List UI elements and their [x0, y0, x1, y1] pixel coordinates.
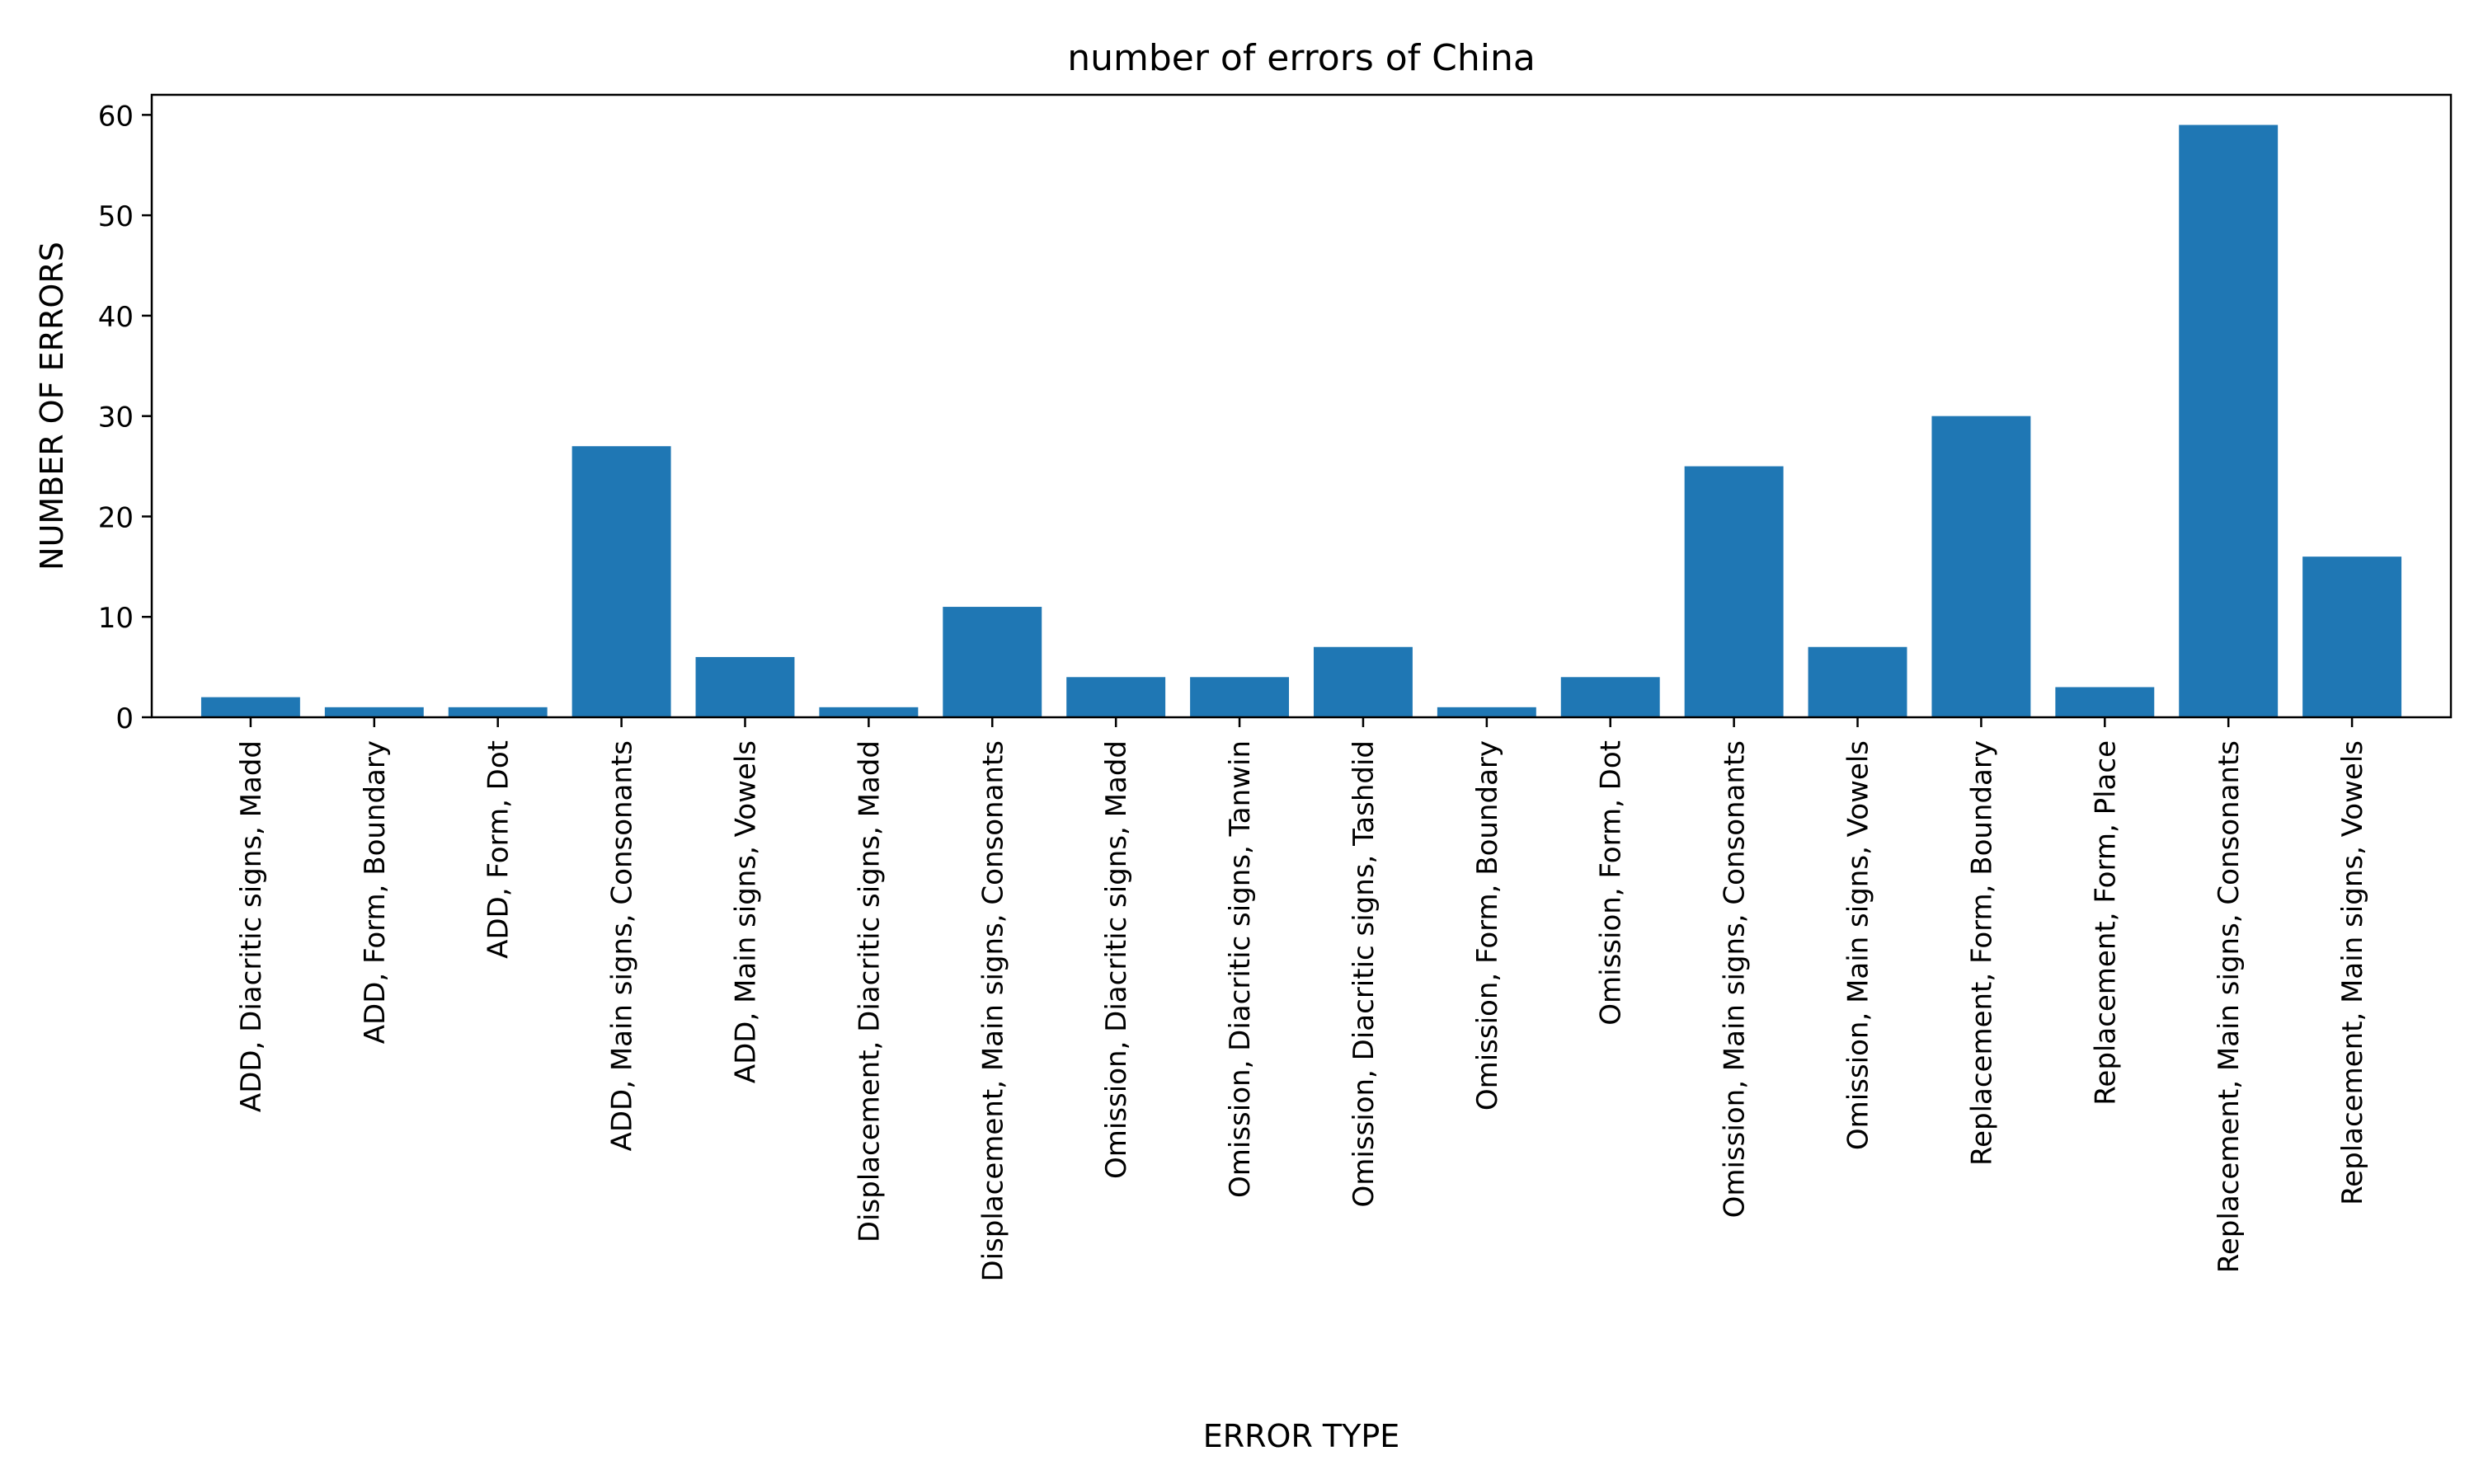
- bar: [819, 707, 919, 717]
- x-tick-label: Omission, Diacritic signs, Tashdid: [1348, 740, 1380, 1208]
- bar: [200, 697, 300, 717]
- bar: [1684, 466, 1784, 717]
- plot-frame: [150, 93, 2453, 719]
- bar: [1190, 677, 1290, 717]
- y-tick-label: 0: [115, 702, 134, 735]
- bar: [2055, 687, 2155, 717]
- bar: [448, 707, 548, 717]
- x-tick-label: Omission, Diacritic signs, Madd: [1100, 740, 1133, 1179]
- x-axis-ticks: ADD, Diacritic signs, Madd ADD, Form, Bou…: [235, 717, 2369, 1282]
- y-tick-label: 30: [98, 402, 134, 434]
- y-tick-label: 10: [98, 602, 134, 635]
- y-axis-ticks: 0 10 20 30 40 50 60: [98, 100, 152, 735]
- x-tick-label: ADD, Form, Boundary: [359, 740, 392, 1044]
- x-tick-label: ADD, Diacritic signs, Madd: [235, 740, 268, 1112]
- bar: [695, 656, 795, 717]
- x-tick-label: Replacement, Main signs, Vowels: [2336, 740, 2369, 1205]
- x-tick-label: ADD, Main signs, Vowels: [729, 740, 762, 1083]
- bar: [324, 707, 424, 717]
- x-tick-label: Replacement, Form, Place: [2089, 740, 2122, 1106]
- bar: [1437, 707, 1536, 717]
- x-tick-label: ADD, Main signs, Consonants: [606, 740, 639, 1151]
- y-tick-label: 60: [98, 100, 134, 133]
- y-tick-label: 50: [98, 200, 134, 233]
- bar: [1560, 677, 1660, 717]
- x-tick-label: Omission, Main signs, Consonants: [1719, 740, 1752, 1218]
- x-axis-label: ERROR TYPE: [1203, 1418, 1400, 1454]
- x-tick-label: ADD, Form, Dot: [482, 740, 515, 959]
- y-tick-label: 20: [98, 501, 134, 534]
- x-tick-label: Displacement, Main signs, Consonants: [976, 740, 1009, 1282]
- bar: [1931, 416, 2031, 717]
- y-axis-label: NUMBER OF ERRORS: [34, 242, 70, 571]
- bar: [1066, 677, 1166, 717]
- x-tick-label: Replacement, Form, Boundary: [1965, 740, 1998, 1166]
- bar: [1313, 646, 1413, 717]
- bar: [571, 446, 671, 717]
- x-tick-label: Displacement, Diacritic signs, Madd: [853, 740, 886, 1242]
- bar: [943, 607, 1042, 717]
- x-tick-label: Omission, Main signs, Vowels: [1842, 740, 1875, 1150]
- x-tick-label: Omission, Diacritic signs, Tanwin: [1224, 740, 1257, 1198]
- bar: [2179, 124, 2279, 718]
- chart-title: number of errors of China: [1067, 37, 1536, 79]
- bars-group: [200, 124, 2402, 718]
- x-tick-label: Replacement, Main signs, Consonants: [2213, 740, 2246, 1273]
- bar: [1808, 646, 1907, 717]
- x-tick-label: Omission, Form, Boundary: [1471, 740, 1504, 1111]
- y-tick-label: 40: [98, 301, 134, 334]
- bar: [2302, 556, 2402, 717]
- x-tick-label: Omission, Form, Dot: [1595, 740, 1628, 1026]
